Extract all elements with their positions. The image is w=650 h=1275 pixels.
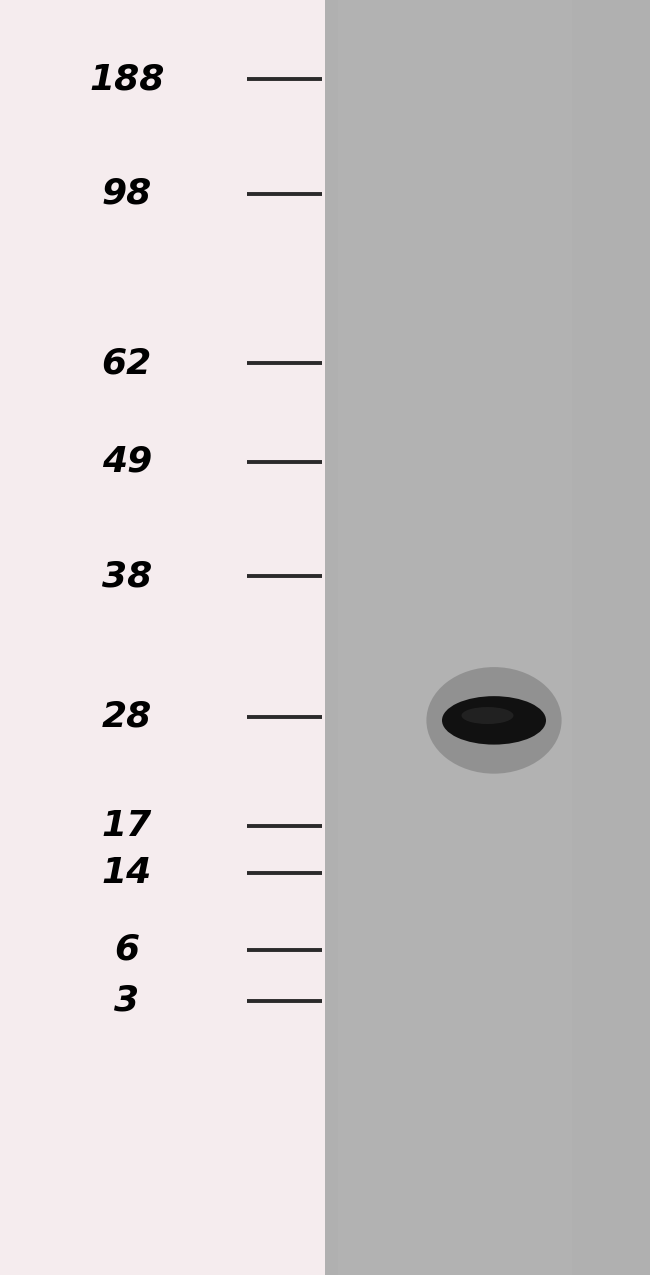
Text: 17: 17 (101, 810, 152, 843)
Ellipse shape (442, 696, 546, 745)
Text: 49: 49 (101, 445, 152, 478)
Text: 28: 28 (101, 700, 152, 733)
Text: 62: 62 (101, 347, 152, 380)
Bar (325, 0, 650, 1275)
Text: 188: 188 (89, 62, 164, 96)
Bar (0, 0, 325, 1275)
Ellipse shape (462, 708, 514, 724)
Bar (338, 0, 572, 1275)
Ellipse shape (426, 667, 562, 774)
Text: 38: 38 (101, 560, 152, 593)
Text: 6: 6 (114, 933, 139, 966)
Text: 14: 14 (101, 857, 152, 890)
Text: 98: 98 (101, 177, 152, 210)
Text: 3: 3 (114, 984, 139, 1017)
